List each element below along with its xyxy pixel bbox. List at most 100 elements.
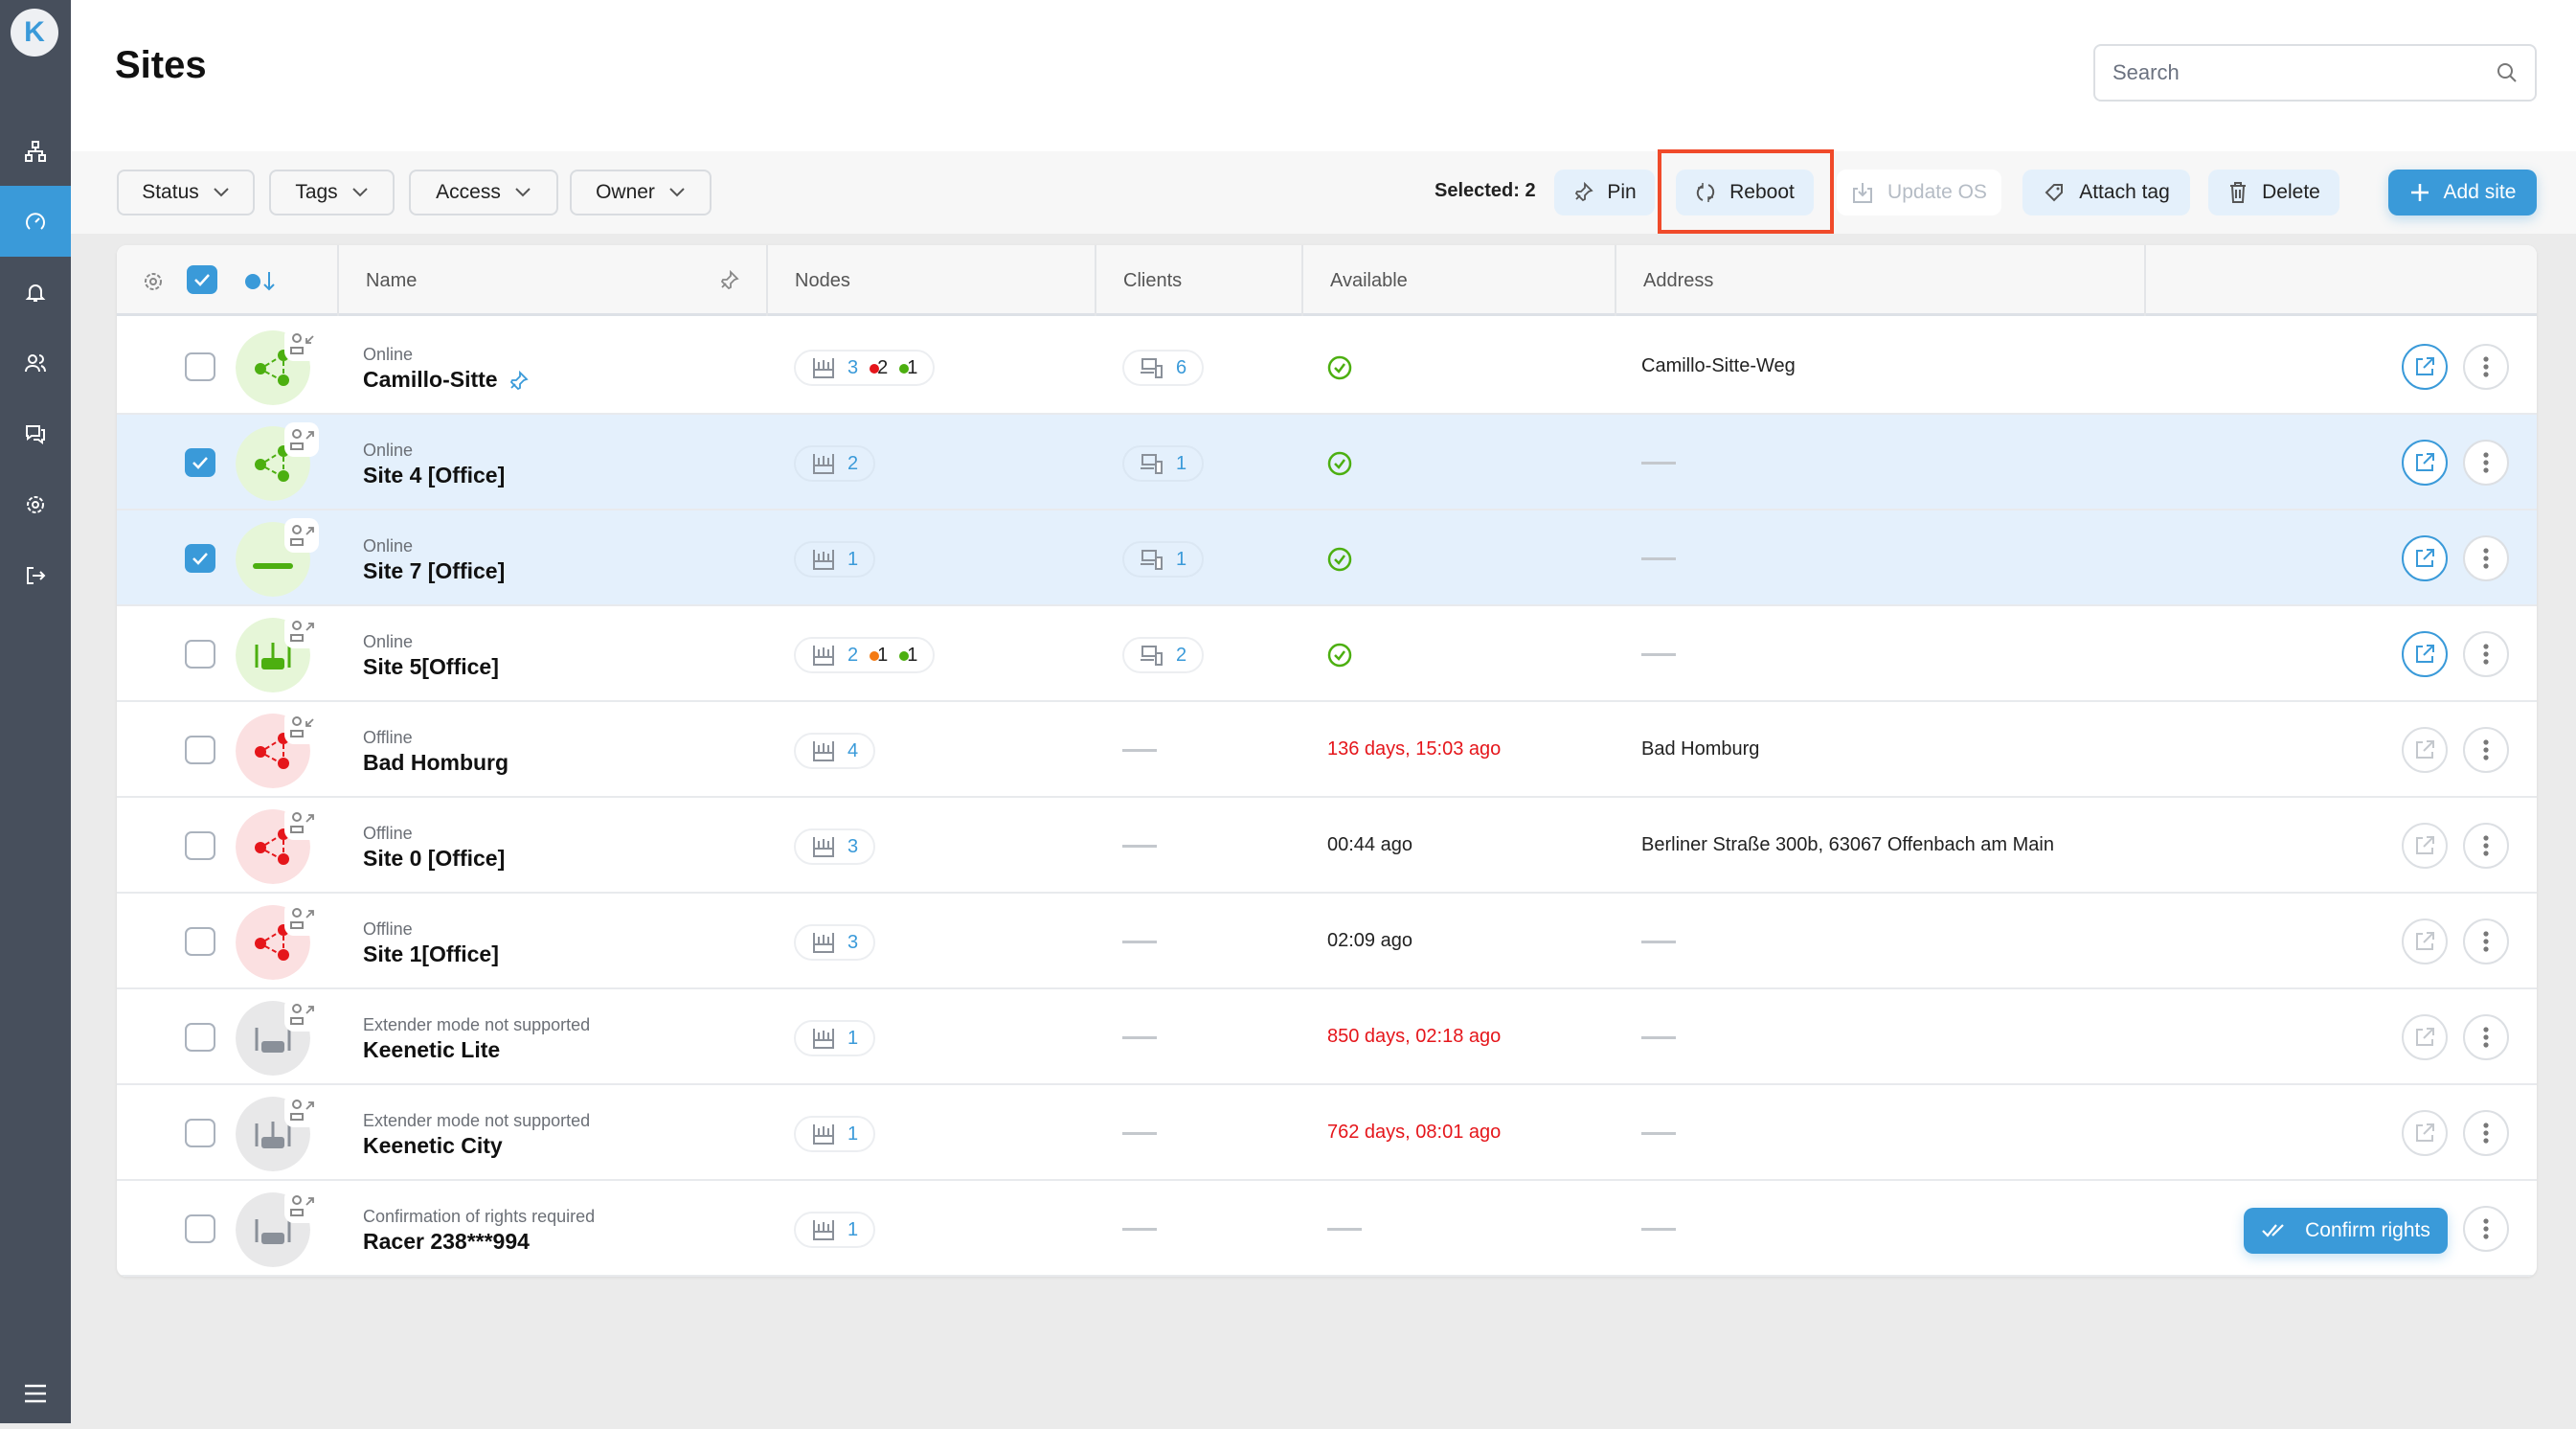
more-options-button[interactable] (2463, 1206, 2509, 1252)
more-options-button[interactable] (2463, 631, 2509, 677)
row-checkbox[interactable] (185, 1119, 215, 1147)
open-site-button[interactable] (2402, 631, 2448, 677)
open-site-button[interactable] (2402, 823, 2448, 869)
more-options-button[interactable] (2463, 344, 2509, 390)
clients-empty-dash (1122, 749, 1157, 752)
more-options-button[interactable] (2463, 440, 2509, 486)
update-os-button[interactable]: Update OS (1837, 170, 2001, 215)
column-settings-gear-icon[interactable] (142, 270, 165, 293)
more-options-button[interactable] (2463, 727, 2509, 773)
open-site-button[interactable] (2402, 344, 2448, 390)
open-site-button[interactable] (2402, 535, 2448, 581)
open-site-button[interactable] (2402, 1014, 2448, 1060)
table-row[interactable]: Offline Site 0 [Office] 3 00:44 ago Berliner… (117, 798, 2537, 894)
reboot-button[interactable]: Reboot (1676, 170, 1814, 215)
site-name-wrap[interactable]: Site 7 [Office] (363, 558, 505, 584)
column-header-address[interactable]: Address (1615, 245, 2144, 316)
table-row[interactable]: Offline Bad Homburg 4 136 days, 15:03 ago Ba… (117, 702, 2537, 798)
site-name-wrap[interactable]: Site 0 [Office] (363, 846, 505, 872)
nodes-count-pill[interactable]: 3 (794, 924, 876, 961)
more-options-button[interactable] (2463, 1014, 2509, 1060)
table-row[interactable]: Online Camillo-Sitte 3 2 1 6 Camillo-Sitte-Weg (117, 319, 2537, 415)
clients-empty-dash (1122, 845, 1157, 848)
column-header-nodes[interactable]: Nodes (766, 245, 1095, 316)
open-site-button[interactable] (2402, 727, 2448, 773)
column-header-clients[interactable]: Clients (1095, 245, 1301, 316)
row-checkbox[interactable] (185, 927, 215, 956)
confirm-rights-button[interactable]: Confirm rights (2244, 1208, 2448, 1254)
table-row[interactable]: Extender mode not supported Keenetic Lite… (117, 989, 2537, 1085)
filter-owner-dropdown[interactable]: Owner (570, 170, 712, 215)
pin-button[interactable]: Pin (1554, 170, 1655, 215)
select-all-checkbox[interactable] (187, 265, 217, 294)
site-status: Online (363, 632, 414, 651)
keenetic-logo[interactable]: K (11, 9, 58, 57)
row-checkbox[interactable] (185, 544, 215, 573)
nodes-count-pill[interactable]: 1 (794, 1020, 876, 1056)
table-row[interactable]: Online Site 4 [Office] 2 1 (117, 415, 2537, 510)
sidebar-item-users[interactable] (0, 328, 71, 398)
sidebar-item-logout[interactable] (0, 540, 71, 611)
site-name-wrap[interactable]: Bad Homburg (363, 750, 508, 776)
site-name-wrap[interactable]: Keenetic City (363, 1133, 503, 1159)
table-row[interactable]: Online Site 5[Office] 2 1 1 2 (117, 606, 2537, 702)
open-site-button[interactable] (2402, 919, 2448, 964)
nodes-count-pill[interactable]: 1 (794, 1116, 876, 1152)
row-checkbox[interactable] (185, 640, 215, 669)
site-name-wrap[interactable]: Racer 238***994 (363, 1229, 530, 1255)
filter-status-dropdown[interactable]: Status (117, 170, 255, 215)
nodes-count-pill[interactable]: 1 (794, 541, 876, 578)
sidebar-item-gear[interactable] (0, 469, 71, 540)
table-row[interactable]: Online Site 7 [Office] 1 1 (117, 510, 2537, 606)
more-options-button[interactable] (2463, 535, 2509, 581)
pin-column-icon[interactable] (718, 270, 739, 291)
row-checkbox[interactable] (185, 736, 215, 764)
site-name-wrap[interactable]: Site 1[Office] (363, 941, 499, 967)
clients-count-pill[interactable]: 1 (1122, 445, 1205, 482)
table-row[interactable]: Offline Site 1[Office] 3 02:09 ago (117, 894, 2537, 989)
sidebar-item-dashboard-gauge[interactable] (0, 186, 71, 257)
nodes-total: 3 (847, 835, 859, 857)
open-site-button[interactable] (2402, 440, 2448, 486)
more-options-button[interactable] (2463, 1110, 2509, 1156)
add-site-button[interactable]: Add site (2388, 170, 2537, 215)
nodes-count-pill[interactable]: 3 (794, 828, 876, 865)
sidebar-item-bell[interactable] (0, 257, 71, 328)
row-checkbox[interactable] (185, 352, 215, 381)
clients-count-pill[interactable]: 6 (1122, 350, 1205, 386)
row-checkbox[interactable] (185, 831, 215, 860)
open-site-button[interactable] (2402, 1110, 2448, 1156)
sidebar-item-chat[interactable] (0, 398, 71, 469)
nodes-count-pill[interactable]: 2 (794, 445, 876, 482)
search-input[interactable]: Search (2093, 44, 2537, 102)
attach-tag-button[interactable]: Attach tag (2022, 170, 2190, 215)
table-row[interactable]: Confirmation of rights required Racer 238… (117, 1181, 2537, 1277)
filter-access-dropdown[interactable]: Access (409, 170, 558, 215)
status-sort-arrow-icon[interactable] (244, 269, 277, 294)
table-row[interactable]: Extender mode not supported Keenetic City… (117, 1085, 2537, 1181)
row-checkbox[interactable] (185, 1214, 215, 1243)
site-name-wrap[interactable]: Camillo-Sitte (363, 367, 529, 393)
delete-button[interactable]: Delete (2208, 170, 2339, 215)
hamburger-icon[interactable] (0, 1358, 71, 1429)
user-access-out-icon (284, 805, 319, 840)
row-checkbox[interactable] (185, 448, 215, 477)
clients-count-pill[interactable]: 1 (1122, 541, 1205, 578)
site-name-wrap[interactable]: Site 4 [Office] (363, 463, 505, 488)
column-header-available[interactable]: Available (1301, 245, 1615, 316)
nodes-count-pill[interactable]: 1 (794, 1212, 876, 1248)
filter-tags-dropdown[interactable]: Tags (269, 170, 395, 215)
site-name-wrap[interactable]: Keenetic Lite (363, 1037, 500, 1063)
filter-label: Owner (596, 181, 655, 203)
nodes-count-pill[interactable]: 4 (794, 733, 876, 769)
clients-count-pill[interactable]: 2 (1122, 637, 1205, 673)
column-header-name[interactable]: Name (337, 245, 766, 316)
row-checkbox[interactable] (185, 1023, 215, 1052)
clients-devices-icon (1141, 358, 1163, 378)
more-options-button[interactable] (2463, 919, 2509, 964)
more-options-button[interactable] (2463, 823, 2509, 869)
sidebar-item-network-topology[interactable] (0, 116, 71, 187)
site-name-wrap[interactable]: Site 5[Office] (363, 654, 499, 680)
